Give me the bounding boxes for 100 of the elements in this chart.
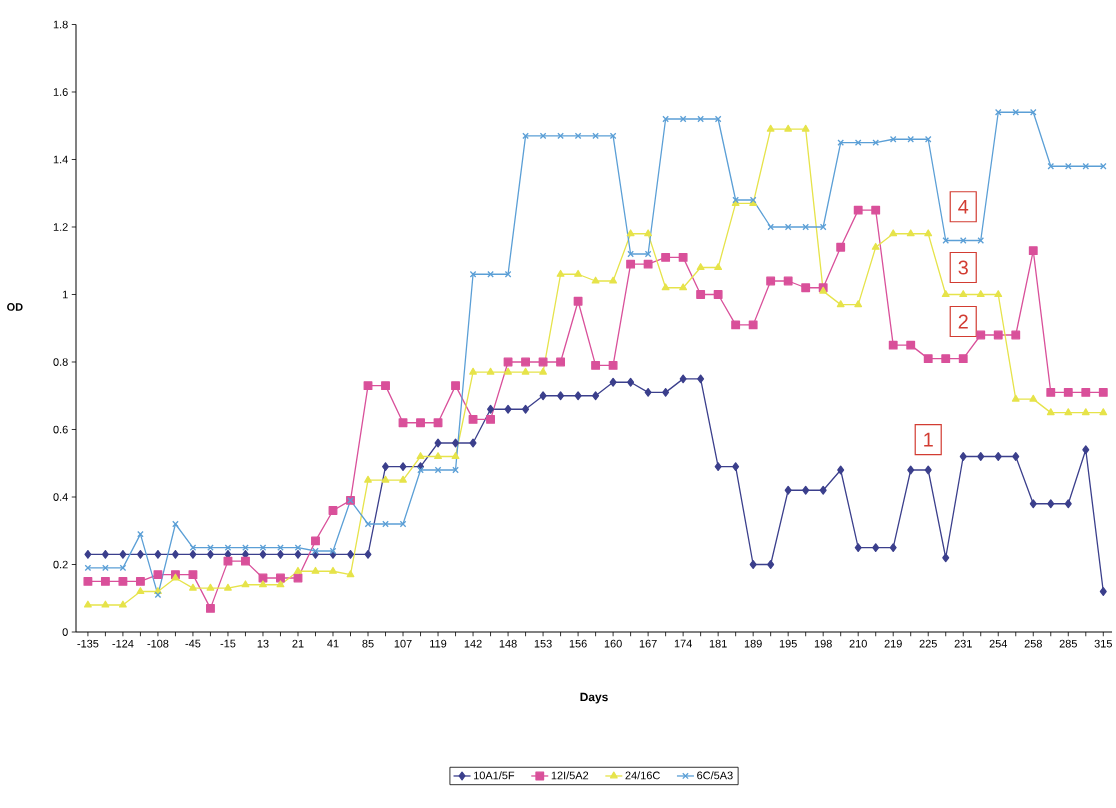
point — [135, 576, 145, 586]
point — [294, 566, 302, 574]
point — [959, 290, 968, 298]
point — [591, 276, 600, 284]
point — [1081, 387, 1091, 397]
point — [189, 583, 197, 591]
point — [802, 485, 810, 495]
x-tick-label: -124 — [112, 639, 134, 648]
point — [522, 132, 529, 140]
point — [311, 536, 320, 546]
point — [679, 115, 687, 123]
point — [872, 543, 880, 553]
point — [522, 404, 530, 414]
x-tick-label: 107 — [394, 639, 412, 648]
point — [521, 357, 531, 367]
point — [801, 283, 811, 293]
x-tick-label: 156 — [569, 639, 587, 648]
point — [661, 283, 670, 291]
point — [643, 259, 653, 269]
point — [1082, 445, 1090, 455]
x-tick-label: 167 — [639, 639, 657, 648]
legend-label: 6C/5A3 — [697, 771, 733, 780]
legend-label: 24/16C — [625, 771, 660, 780]
point — [329, 566, 337, 574]
x-tick-label: -108 — [147, 639, 169, 648]
point — [662, 387, 670, 397]
point — [557, 391, 565, 401]
point — [959, 452, 967, 461]
y-tick-label: 0.8 — [53, 358, 68, 366]
point — [417, 466, 424, 474]
point — [871, 242, 880, 250]
x-tick-label: 148 — [499, 639, 517, 648]
point — [959, 237, 967, 244]
point — [171, 549, 179, 559]
y-tick-label: 0.4 — [53, 493, 68, 501]
y-tick-label: 0.2 — [53, 560, 68, 569]
point — [573, 296, 583, 306]
point — [1012, 452, 1020, 461]
point — [259, 544, 267, 551]
point — [118, 600, 127, 608]
point — [539, 391, 547, 401]
point — [382, 520, 389, 528]
point — [381, 381, 390, 391]
point — [137, 530, 144, 538]
x-tick-label: 13 — [257, 639, 269, 648]
point — [731, 320, 741, 330]
point — [277, 544, 284, 551]
x-tick-label: -45 — [185, 639, 201, 648]
point — [574, 269, 583, 277]
point — [766, 276, 776, 286]
x-tick-label: 258 — [1024, 639, 1042, 648]
point — [486, 414, 495, 424]
point — [1029, 394, 1038, 402]
point — [993, 330, 1003, 340]
point — [153, 570, 163, 580]
point — [188, 570, 198, 580]
point — [1064, 499, 1072, 509]
point — [294, 544, 302, 551]
point — [854, 139, 862, 146]
point — [294, 549, 302, 559]
annotation: 4 — [958, 199, 969, 214]
point — [767, 560, 775, 569]
point — [592, 391, 600, 401]
point — [469, 367, 477, 375]
point — [102, 564, 109, 572]
point — [1064, 408, 1073, 416]
point — [713, 290, 723, 299]
point — [854, 543, 862, 553]
x-tick-label: 219 — [884, 639, 902, 648]
point — [626, 229, 635, 237]
point — [977, 237, 985, 244]
x-tick-label: 174 — [674, 639, 692, 648]
point — [679, 374, 687, 384]
point — [732, 462, 740, 472]
point — [276, 580, 285, 588]
point — [487, 404, 495, 414]
point — [592, 132, 599, 140]
point — [136, 549, 144, 559]
point — [994, 452, 1002, 461]
point — [154, 549, 162, 559]
point — [556, 269, 565, 277]
point — [328, 506, 338, 515]
x-tick-label: 41 — [327, 639, 339, 648]
point — [521, 367, 530, 375]
point — [468, 414, 478, 424]
point — [661, 252, 671, 262]
point — [83, 600, 92, 608]
x-tick-label: 85 — [362, 639, 374, 648]
point — [364, 549, 372, 559]
point — [1011, 330, 1021, 340]
x-tick-label: 189 — [744, 639, 762, 648]
point — [189, 544, 197, 551]
annotation: 2 — [958, 314, 968, 329]
point — [609, 276, 618, 284]
point — [1099, 587, 1107, 596]
point — [539, 367, 548, 375]
point — [224, 583, 232, 591]
x-tick-label: -15 — [220, 639, 236, 648]
point — [486, 367, 495, 375]
point — [399, 475, 407, 483]
